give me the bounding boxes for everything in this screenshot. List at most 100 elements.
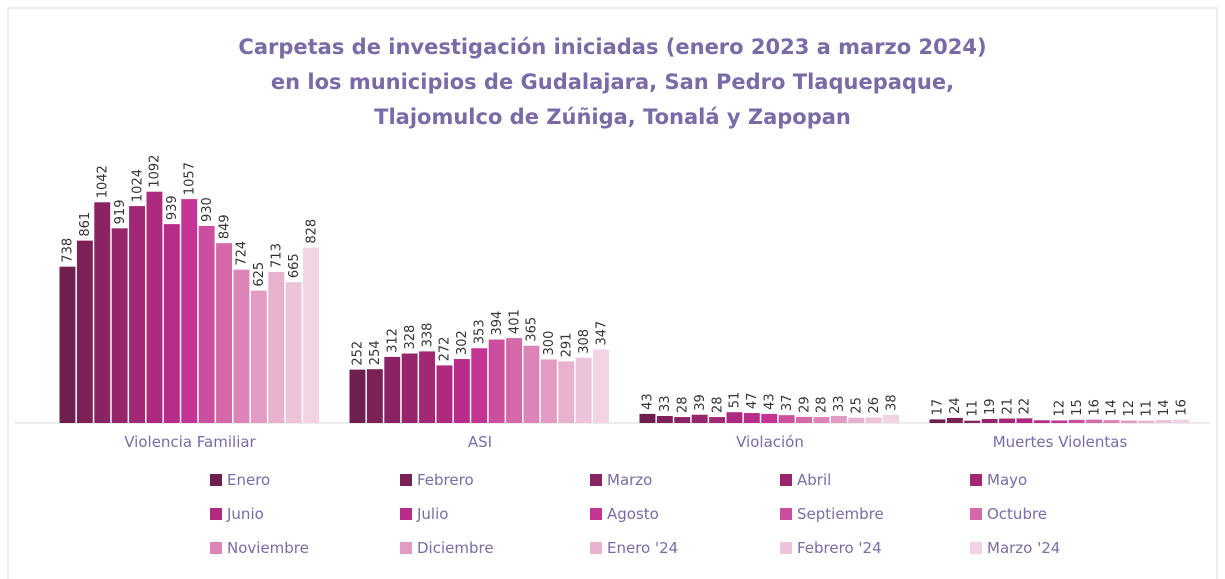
bar bbox=[198, 226, 215, 423]
bar bbox=[1068, 419, 1085, 423]
legend-swatch bbox=[400, 508, 412, 520]
bar bbox=[401, 353, 418, 423]
bar bbox=[1138, 420, 1155, 423]
bar bbox=[639, 413, 656, 423]
bar bbox=[59, 266, 76, 423]
bar bbox=[384, 356, 401, 423]
value-label: 713 bbox=[270, 243, 285, 268]
value-label: 21 bbox=[1000, 398, 1015, 415]
legend-swatch bbox=[210, 542, 222, 554]
legend-swatch bbox=[780, 542, 792, 554]
value-label: 300 bbox=[542, 331, 557, 356]
value-label: 328 bbox=[403, 325, 418, 350]
bar bbox=[181, 199, 198, 423]
legend-swatch bbox=[970, 542, 982, 554]
bar bbox=[674, 417, 691, 423]
value-label: 291 bbox=[560, 333, 575, 358]
bar bbox=[1016, 418, 1033, 423]
legend-swatch bbox=[590, 542, 602, 554]
value-label: 16 bbox=[1087, 399, 1102, 416]
bar bbox=[233, 269, 250, 423]
legend-swatch bbox=[780, 508, 792, 520]
value-label: 37 bbox=[780, 395, 795, 412]
chart-border bbox=[7, 7, 1218, 579]
value-label: 28 bbox=[815, 397, 830, 414]
bar bbox=[883, 414, 899, 423]
value-label: 19 bbox=[983, 398, 998, 415]
value-label: 33 bbox=[832, 395, 847, 412]
legend-label: Febrero '24 bbox=[797, 539, 882, 557]
value-label: 665 bbox=[287, 253, 302, 278]
value-label: 1042 bbox=[96, 165, 111, 198]
bar bbox=[146, 191, 163, 423]
legend-swatch bbox=[210, 508, 222, 520]
bar bbox=[94, 202, 111, 423]
value-label: 38 bbox=[884, 394, 899, 411]
value-label: 308 bbox=[577, 329, 592, 354]
value-label: 254 bbox=[368, 340, 383, 365]
value-label: 28 bbox=[710, 397, 725, 414]
value-label: 939 bbox=[165, 195, 180, 220]
bar bbox=[830, 416, 847, 423]
legend-label: Noviembre bbox=[227, 539, 309, 557]
bar bbox=[743, 413, 760, 423]
legend-label: Octubre bbox=[987, 505, 1047, 523]
value-label: 930 bbox=[200, 197, 215, 222]
legend-label: Marzo bbox=[607, 471, 652, 489]
bar bbox=[268, 271, 285, 423]
legend-swatch bbox=[210, 474, 222, 486]
value-label: 22 bbox=[1018, 398, 1033, 415]
value-label: 17 bbox=[931, 399, 946, 416]
bar bbox=[656, 416, 673, 423]
value-label: 1092 bbox=[148, 155, 163, 188]
legend-label: Julio bbox=[416, 505, 448, 523]
value-label: 347 bbox=[594, 321, 609, 346]
value-label: 43 bbox=[763, 393, 778, 410]
legend-label: Mayo bbox=[987, 471, 1027, 489]
legend-swatch bbox=[400, 542, 412, 554]
bar bbox=[250, 290, 267, 423]
bar bbox=[726, 412, 743, 423]
bar bbox=[419, 351, 435, 423]
bar bbox=[523, 345, 540, 423]
value-label: 43 bbox=[641, 393, 656, 410]
chart-title: Carpetas de investigación iniciadas (ene… bbox=[238, 35, 987, 129]
bar bbox=[865, 417, 882, 423]
bar bbox=[575, 357, 592, 423]
value-label: 625 bbox=[252, 262, 267, 287]
legend-label: Enero '24 bbox=[607, 539, 678, 557]
legend-label: Septiembre bbox=[797, 505, 884, 523]
value-label: 724 bbox=[235, 241, 250, 266]
bar bbox=[981, 418, 998, 423]
value-label: 12 bbox=[1122, 400, 1137, 417]
bar bbox=[813, 417, 830, 423]
bar bbox=[111, 228, 128, 423]
value-label: 272 bbox=[438, 337, 453, 362]
value-label: 828 bbox=[304, 219, 319, 244]
value-label: 365 bbox=[525, 317, 540, 342]
value-label: 353 bbox=[473, 319, 488, 344]
value-label: 861 bbox=[78, 212, 93, 237]
legend-label: Diciembre bbox=[417, 539, 494, 557]
x-tick-label: Muertes Violentas bbox=[993, 433, 1128, 451]
legend-label: Enero bbox=[227, 471, 270, 489]
bar bbox=[129, 206, 145, 423]
value-label: 39 bbox=[693, 394, 708, 411]
bar bbox=[366, 369, 383, 423]
value-label: 338 bbox=[420, 323, 435, 348]
bar bbox=[303, 247, 319, 423]
value-label: 26 bbox=[867, 397, 882, 414]
legend-label: Abril bbox=[797, 471, 831, 489]
legend-swatch bbox=[970, 474, 982, 486]
legend-label: Febrero bbox=[417, 471, 474, 489]
bar bbox=[999, 418, 1015, 423]
bar bbox=[778, 415, 795, 423]
bar bbox=[796, 416, 812, 423]
bar bbox=[848, 417, 865, 423]
value-label: 51 bbox=[728, 392, 743, 409]
bar bbox=[349, 369, 366, 423]
value-label: 401 bbox=[507, 309, 522, 334]
value-label: 28 bbox=[676, 397, 691, 414]
